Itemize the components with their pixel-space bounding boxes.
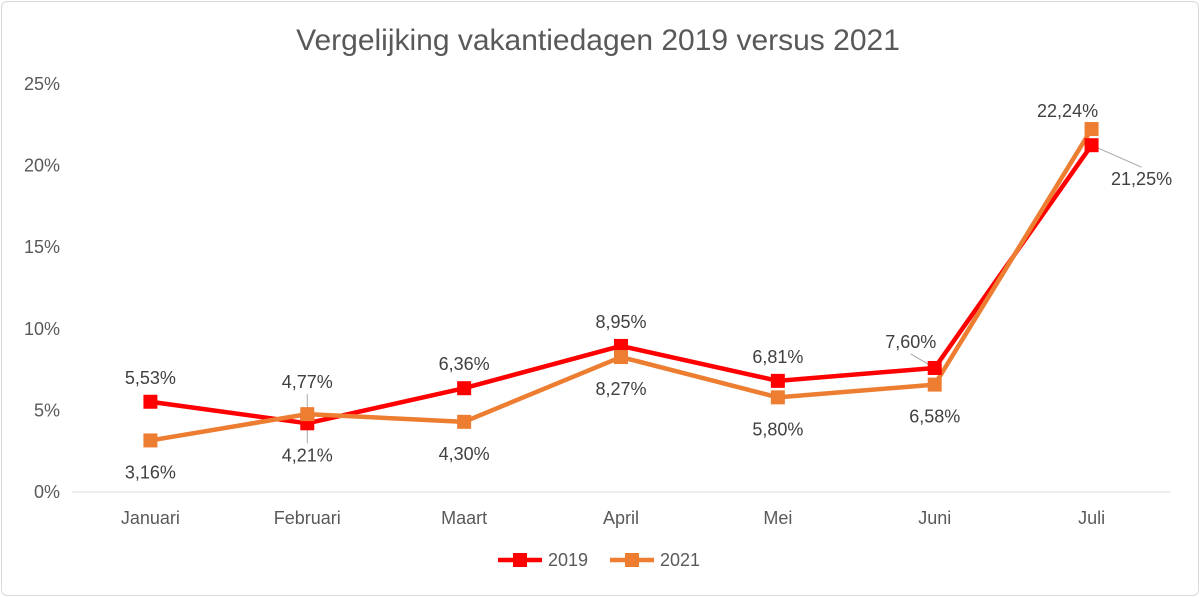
marker-2021 — [770, 390, 785, 405]
data-label-2021: 8,27% — [595, 379, 646, 399]
y-tick-label: 0% — [34, 482, 60, 502]
y-tick-label: 25% — [24, 74, 60, 94]
marker-2019 — [927, 360, 942, 375]
x-tick-label: April — [603, 508, 639, 528]
data-label-2019: 6,36% — [439, 354, 490, 374]
marker-2021 — [300, 407, 315, 422]
data-label-2021: 4,30% — [439, 444, 490, 464]
data-label-2021: 4,77% — [282, 372, 333, 392]
legend-label-2021: 2021 — [660, 550, 700, 570]
marker-2021 — [457, 414, 472, 429]
x-tick-label: Juli — [1078, 508, 1105, 528]
marker-2019 — [143, 394, 158, 409]
label-leader-line — [1091, 144, 1142, 168]
x-tick-label: Juni — [918, 508, 951, 528]
legend-marker-2019 — [513, 553, 527, 567]
data-label-2021: 3,16% — [125, 462, 176, 482]
marker-2019 — [770, 373, 785, 388]
y-tick-label: 5% — [34, 400, 60, 420]
data-label-2019: 4,21% — [282, 445, 333, 465]
data-label-2019: 21,25% — [1111, 169, 1172, 189]
data-label-2019: 5,53% — [125, 368, 176, 388]
data-label-2021: 5,80% — [752, 419, 803, 439]
x-tick-label: Maart — [441, 508, 487, 528]
legend-label-2019: 2019 — [548, 550, 588, 570]
marker-2021 — [927, 377, 942, 392]
legend-marker-2021 — [625, 553, 639, 567]
marker-2021 — [614, 350, 628, 365]
data-label-2019: 8,95% — [595, 312, 646, 332]
chart-title: Vergelijking vakantiedagen 2019 versus 2… — [296, 24, 900, 57]
marker-2021 — [1084, 122, 1099, 137]
marker-2019 — [1084, 138, 1099, 153]
y-tick-label: 15% — [24, 237, 60, 257]
marker-2019 — [614, 338, 628, 353]
x-tick-label: Februari — [274, 508, 341, 528]
data-label-2021: 22,24% — [1037, 101, 1098, 121]
y-tick-label: 10% — [24, 319, 60, 339]
marker-2021 — [143, 433, 158, 448]
y-tick-label: 20% — [24, 156, 60, 176]
data-label-2019: 7,60% — [885, 332, 936, 352]
data-label-2021: 6,58% — [909, 407, 960, 427]
marker-2019 — [457, 381, 472, 396]
x-tick-label: Januari — [121, 508, 180, 528]
x-tick-label: Mei — [763, 508, 792, 528]
data-label-2019: 6,81% — [752, 347, 803, 367]
